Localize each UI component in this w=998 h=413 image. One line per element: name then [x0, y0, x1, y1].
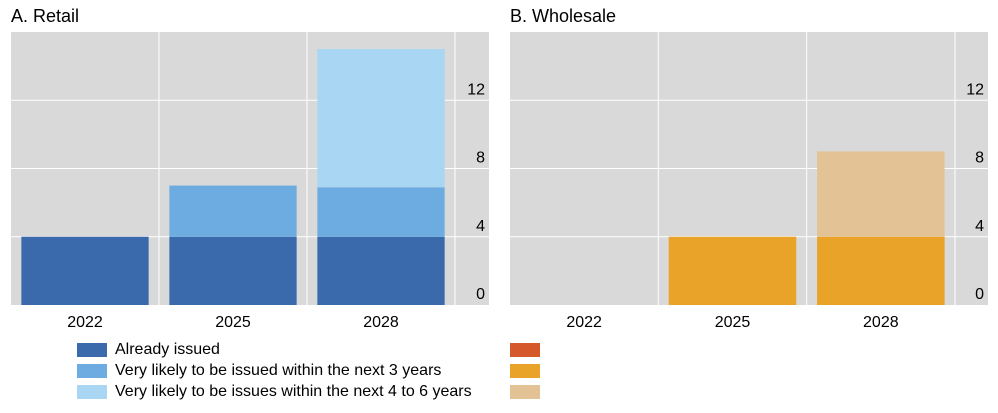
legend-swatch-wholesale — [510, 343, 540, 357]
x-tick-label: 2028 — [363, 314, 399, 331]
legend-label: Very likely to be issued within the next… — [115, 362, 442, 379]
y-tick-label: 12 — [966, 81, 984, 98]
chart-title: A. Retail — [11, 6, 79, 26]
y-tick-label: 12 — [467, 81, 485, 98]
bar-segment — [668, 236, 797, 305]
y-tick-label: 0 — [975, 286, 984, 303]
bar-segment — [169, 236, 297, 305]
bar-segment — [21, 236, 149, 305]
chart-title: B. Wholesale — [510, 6, 616, 26]
y-tick-label: 4 — [975, 218, 984, 235]
bar-segment — [817, 151, 945, 237]
x-tick-label: 2025 — [715, 314, 751, 331]
legend-swatch — [77, 385, 107, 399]
y-tick-label: 8 — [476, 150, 485, 167]
y-tick-label: 8 — [975, 150, 984, 167]
legend-label: Already issued — [115, 341, 220, 358]
bar-segment — [317, 49, 445, 188]
legend-label: Very likely to be issues within the next… — [115, 383, 472, 400]
x-tick-label: 2022 — [566, 314, 602, 331]
y-tick-label: 4 — [476, 218, 485, 235]
x-tick-label: 2028 — [863, 314, 899, 331]
x-tick-label: 2025 — [215, 314, 251, 331]
bar-segment — [317, 187, 445, 237]
legend-swatch — [77, 343, 107, 357]
legend-swatch-wholesale — [510, 385, 540, 399]
bar-segment — [169, 185, 297, 237]
bar-segment — [317, 236, 445, 305]
legend-swatch — [77, 364, 107, 378]
x-tick-label: 2022 — [67, 314, 103, 331]
legend-swatch-wholesale — [510, 364, 540, 378]
y-tick-label: 0 — [476, 286, 485, 303]
bar-segment — [817, 236, 945, 305]
